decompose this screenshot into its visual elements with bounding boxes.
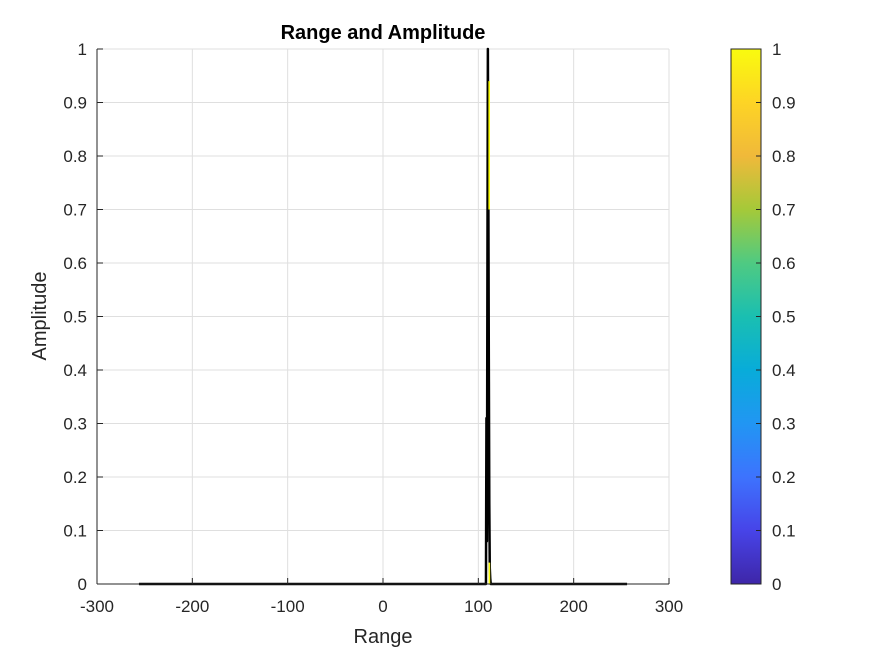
colorbar: 0 0.1 0.2 0.3 0.4 0.5 0.6 0.7 0.8 0.9 1	[730, 40, 796, 594]
chart-title: Range and Amplitude	[281, 22, 486, 44]
y-tick-label: 0.2	[63, 468, 87, 487]
y-tick-label: 0.3	[63, 415, 87, 434]
colorbar-tick-label: 1	[772, 40, 781, 59]
x-axis-label: Range	[354, 626, 413, 648]
x-tick-label: 200	[559, 597, 587, 616]
colorbar-tick-label: 0.7	[772, 201, 796, 220]
y-tick-label: 0.9	[63, 94, 87, 113]
colorbar-tick-label: 0	[772, 575, 781, 594]
y-tick-label: 0	[78, 575, 87, 594]
colorbar-tick-label: 0.4	[772, 361, 796, 380]
series-line-0	[138, 47, 628, 586]
x-tick-label: 300	[655, 597, 683, 616]
colorbar-tick-label: 0.3	[772, 415, 796, 434]
data-series	[138, 47, 628, 586]
x-tick-label: -100	[271, 597, 305, 616]
colorbar-tick-label: 0.5	[772, 308, 796, 327]
y-tick-label: 1	[78, 40, 87, 59]
y-tick-label: 0.1	[63, 522, 87, 541]
y-axis-ticks: 0 0.1 0.2 0.3 0.4 0.5 0.6 0.7 0.8 0.9 1	[63, 40, 103, 594]
y-tick-label: 0.7	[63, 201, 87, 220]
x-tick-label: -200	[175, 597, 209, 616]
colorbar-frame	[730, 48, 762, 585]
x-tick-label: 100	[464, 597, 492, 616]
colorbar-tick-label: 0.2	[772, 468, 796, 487]
y-tick-label: 0.4	[63, 361, 87, 380]
colorbar-tick-label: 0.6	[772, 254, 796, 273]
colorbar-tick-label: 0.9	[772, 94, 796, 113]
y-tick-label: 0.5	[63, 308, 87, 327]
colorbar-ticks: 0 0.1 0.2 0.3 0.4 0.5 0.6 0.7 0.8 0.9 1	[756, 40, 796, 594]
colorbar-tick-label: 0.8	[772, 147, 796, 166]
x-tick-label: 0	[378, 597, 387, 616]
plot-area: -300 -200 -100 0 100 200 300 00.10.20.30.40.50…	[63, 40, 683, 616]
colorbar-tick-label: 0.1	[772, 522, 796, 541]
y-axis-label: Amplitude	[29, 272, 51, 361]
y-tick-label: 0.6	[63, 254, 87, 273]
x-axis-ticks: -300 -200 -100 0 100 200 300	[80, 578, 683, 616]
y-tick-label: 0.8	[63, 147, 87, 166]
x-tick-label: -300	[80, 597, 114, 616]
